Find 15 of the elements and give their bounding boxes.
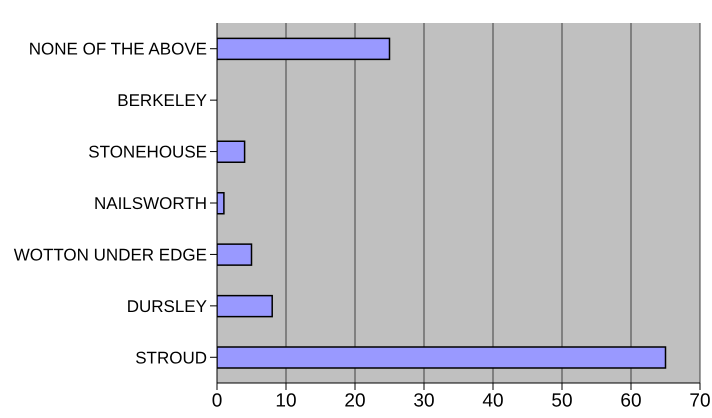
y-tick-label: NAILSWORTH: [94, 194, 207, 214]
y-tick-label: STROUD: [135, 348, 207, 368]
y-tick-label: STONEHOUSE: [88, 142, 207, 162]
x-tick-label: 0: [212, 390, 222, 412]
x-tick-label: 20: [344, 390, 366, 412]
y-tick-label: NONE OF THE ABOVE: [28, 40, 207, 59]
x-tick-label: 50: [551, 390, 573, 412]
x-tick-label: 40: [482, 390, 504, 412]
y-tick-label: WOTTON UNDER EDGE: [14, 245, 207, 264]
x-tick-label: 70: [689, 390, 711, 412]
x-tick-label: 60: [620, 390, 642, 412]
y-tick-label: BERKELEY: [117, 91, 207, 110]
x-tick-label: 30: [413, 390, 435, 412]
y-tick-label: DURSLEY: [126, 296, 207, 316]
x-tick-label: 10: [275, 390, 297, 412]
